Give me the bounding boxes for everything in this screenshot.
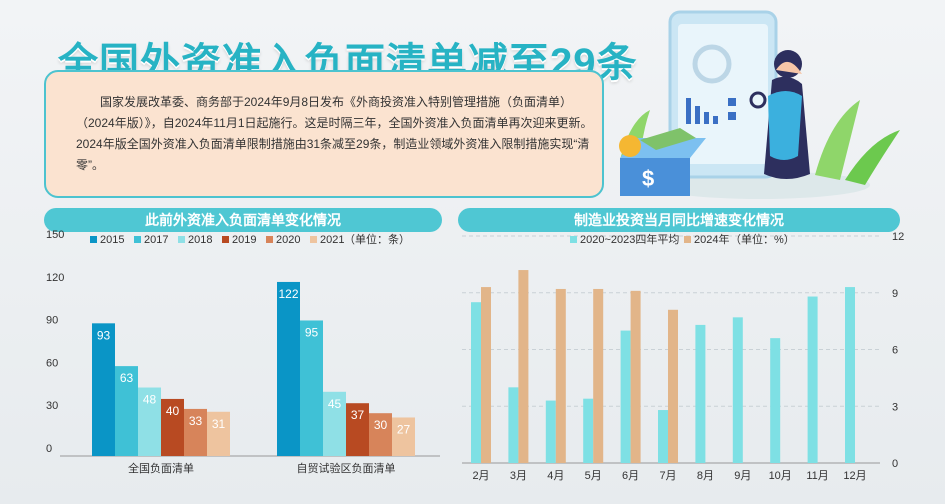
- bar: [323, 391, 346, 456]
- bar: [845, 287, 855, 463]
- bar: [555, 288, 566, 463]
- category-label: 自贸试验区负面清单: [297, 461, 396, 475]
- legend-label: 2017: [144, 234, 168, 246]
- bar-value-label: 45: [328, 397, 342, 411]
- bar: [668, 309, 678, 463]
- legend-label: 2020~2023四年平均: [580, 232, 679, 246]
- legend-swatch: [222, 236, 229, 243]
- category-label: 12月: [843, 470, 866, 482]
- y-tick-label: 9: [892, 288, 898, 300]
- category-label: 8月: [697, 470, 714, 482]
- bar: [545, 400, 556, 463]
- bar: [184, 408, 207, 456]
- intro-box: [44, 70, 604, 198]
- bar: [138, 387, 161, 456]
- illustration: $: [619, 10, 900, 199]
- legend-swatch: [684, 236, 691, 243]
- legend-swatch: [570, 236, 577, 243]
- bar-value-label: 37: [351, 408, 365, 422]
- manufacturing-growth-chart: 0 3 6 9 12 2020~2023四年平均 2024年 （单位：%） 2月 3月 4月 5月 6月…: [462, 231, 904, 482]
- bar-value-label: 93: [97, 328, 111, 342]
- category-label: 3月: [510, 470, 527, 482]
- y-tick-label: 90: [46, 315, 58, 327]
- bar-value-label: 27: [397, 422, 411, 436]
- y-tick-label: 0: [46, 443, 52, 455]
- bar: [92, 323, 115, 456]
- bar-value-label: 122: [278, 287, 298, 301]
- legend-swatch: [310, 236, 317, 243]
- bar: [392, 417, 415, 456]
- left-chart-title: 此前外资准入负面清单变化情况: [44, 208, 442, 232]
- legend-label: 2020: [276, 234, 300, 246]
- bar: [346, 403, 369, 456]
- y-tick-label: 6: [892, 345, 898, 357]
- category-label: 7月: [659, 470, 676, 482]
- bar: [593, 288, 604, 463]
- y-tick-label: 12: [892, 231, 904, 243]
- bar: [300, 320, 323, 456]
- category-label: 10月: [769, 470, 792, 482]
- category-label: 4月: [547, 470, 564, 482]
- bar: [471, 302, 481, 463]
- legend-label: 2021: [320, 234, 344, 246]
- bar: [277, 281, 300, 456]
- bar-value-label: 30: [374, 418, 388, 432]
- bar-value-label: 63: [120, 371, 134, 385]
- legend-swatch: [266, 236, 273, 243]
- y-tick-label: 60: [46, 357, 58, 369]
- bar-value-label: 33: [189, 414, 203, 428]
- y-tick-label: 3: [892, 401, 898, 413]
- legend-swatch: [134, 236, 141, 243]
- legend-label: 2024年: [694, 232, 729, 246]
- y-tick-label: 120: [46, 272, 64, 284]
- legend-label: 2018: [188, 234, 212, 246]
- category-label: 11月: [806, 470, 828, 482]
- bar: [620, 330, 631, 463]
- category-label: 6月: [622, 470, 639, 482]
- bar-value-label: 95: [305, 325, 319, 339]
- bar-value-label: 31: [212, 417, 226, 431]
- legend-swatch: [178, 236, 185, 243]
- bar: [508, 387, 519, 463]
- bar: [807, 296, 818, 463]
- bar: [481, 287, 491, 463]
- negative-list-chart: 0 30 60 90 120 150 2015 2017 2018 2019 2020 2021 （单位…: [46, 230, 440, 475]
- bar: [583, 398, 594, 463]
- bar-value-label: 40: [166, 404, 180, 418]
- bar: [630, 290, 641, 463]
- unit-label: （单位：条）: [344, 232, 410, 246]
- unit-label: （单位：%）: [730, 232, 795, 246]
- legend-label: 2019: [232, 234, 256, 246]
- bar: [207, 411, 230, 456]
- category-label: 全国负面清单: [128, 461, 194, 475]
- bar: [115, 366, 138, 456]
- bar-value-label: 48: [143, 393, 157, 407]
- y-tick-label: 30: [46, 400, 58, 412]
- right-chart-title: 制造业投资当月同比增速变化情况: [458, 208, 900, 232]
- bar: [732, 317, 743, 463]
- category-label: 9月: [734, 470, 751, 482]
- legend-label: 2015: [100, 234, 124, 246]
- legend-swatch: [90, 236, 97, 243]
- svg-text:$: $: [642, 166, 654, 191]
- bar: [658, 410, 668, 463]
- bar: [770, 338, 781, 463]
- y-tick-label: 150: [46, 230, 64, 241]
- bar: [518, 270, 529, 463]
- category-label: 2月: [472, 470, 489, 482]
- intro-text: 国家发展改革委、商务部于2024年9月8日发布《外商投资准入特别管理措施（负面清…: [76, 95, 593, 172]
- category-label: 5月: [585, 470, 602, 482]
- bar: [369, 413, 392, 456]
- bar: [695, 324, 706, 463]
- bar: [161, 398, 184, 456]
- y-tick-label: 0: [892, 458, 898, 470]
